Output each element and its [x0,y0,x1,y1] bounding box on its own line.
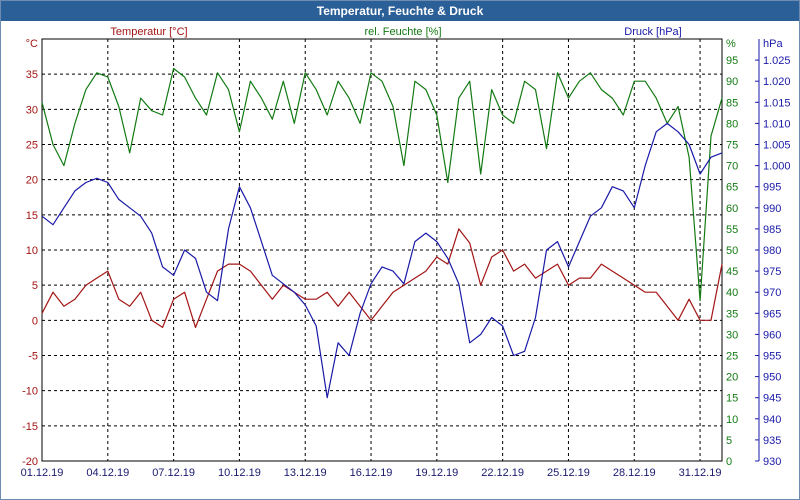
pressure-tick-label: 975 [763,266,781,278]
temperature-tick-label: 25 [26,140,38,152]
pressure-tick-label: 950 [763,372,781,384]
pressure-tick-label: 1.015 [763,97,791,109]
humidity-tick-label: 30 [726,329,738,341]
pressure-tick-label: 990 [763,203,781,215]
humidity-tick-label: 95 [726,55,738,67]
temperature-tick-label: 30 [26,104,38,116]
temperature-tick-label: -20 [22,456,38,468]
humidity-tick-label: 65 [726,182,738,194]
chart-title: Temperatur, Feuchte & Druck [1,1,799,21]
humidity-tick-label: 60 [726,203,738,215]
pressure-tick-label: 960 [763,329,781,341]
humidity-unit-label: % [726,38,736,50]
temperature-line [41,228,723,328]
temperature-tick-label: 20 [26,175,38,187]
x-tick-label: 28.12.19 [613,467,656,479]
pressure-tick-label: 965 [763,308,781,320]
x-tick-label: 19.12.19 [415,467,458,479]
humidity-tick-label: 75 [726,140,738,152]
pressure-tick-label: 985 [763,224,781,236]
temperature-unit-label: °C [26,38,38,50]
humidity-tick-label: 35 [726,308,738,320]
pressure-tick-label: 945 [763,393,781,405]
x-tick-label: 01.12.19 [21,467,64,479]
pressure-axis-label: Druck [hPa] [624,26,681,38]
x-tick-label: 22.12.19 [481,467,524,479]
pressure-tick-label: 980 [763,245,781,257]
humidity-tick-label: 90 [726,76,738,88]
humidity-tick-label: 80 [726,118,738,130]
pressure-tick-label: 995 [763,182,781,194]
pressure-line [41,122,723,399]
pressure-tick-label: 1.010 [763,118,791,130]
pressure-tick-label: 970 [763,287,781,299]
temperature-axis-label: Temperatur [°C] [110,26,187,38]
temperature-tick-label: -5 [28,351,38,363]
pressure-tick-label: 1.000 [763,161,791,173]
pressure-tick-label: 1.005 [763,140,791,152]
humidity-line [41,67,723,302]
temperature-tick-label: 35 [26,69,38,81]
humidity-axis-label: rel. Feuchte [%] [364,26,441,38]
pressure-tick-label: 935 [763,435,781,447]
x-tick-label: 10.12.19 [218,467,261,479]
pressure-tick-label: 930 [763,456,781,468]
humidity-tick-label: 40 [726,287,738,299]
temperature-tick-label: 15 [26,210,38,222]
pressure-tick-label: 1.020 [763,76,791,88]
humidity-tick-label: 50 [726,245,738,257]
x-tick-label: 07.12.19 [152,467,195,479]
humidity-tick-label: 45 [726,266,738,278]
x-tick-label: 31.12.19 [679,467,722,479]
temperature-tick-label: 5 [32,280,38,292]
x-tick-label: 25.12.19 [547,467,590,479]
humidity-tick-label: 20 [726,372,738,384]
humidity-tick-label: 70 [726,161,738,173]
humidity-tick-label: 0 [726,456,732,468]
humidity-tick-label: 15 [726,393,738,405]
chart-plot: 01.12.19 04.12.19 07.12.19 10.12.19 13.12.19… [21,26,791,479]
humidity-tick-label: 10 [726,414,738,426]
humidity-tick-label: 5 [726,435,732,447]
temperature-tick-label: 0 [32,315,38,327]
humidity-tick-label: 85 [726,97,738,109]
pressure-tick-label: 1.025 [763,55,791,67]
x-tick-label: 04.12.19 [86,467,129,479]
x-tick-label: 16.12.19 [350,467,393,479]
temperature-tick-label: -10 [22,386,38,398]
pressure-tick-label: 940 [763,414,781,426]
humidity-tick-label: 55 [726,224,738,236]
humidity-tick-label: 25 [726,351,738,363]
x-tick-label: 13.12.19 [284,467,327,479]
temperature-tick-label: 10 [26,245,38,257]
temperature-tick-label: -15 [22,421,38,433]
pressure-tick-label: 955 [763,351,781,363]
pressure-unit-label: hPa [763,38,783,50]
